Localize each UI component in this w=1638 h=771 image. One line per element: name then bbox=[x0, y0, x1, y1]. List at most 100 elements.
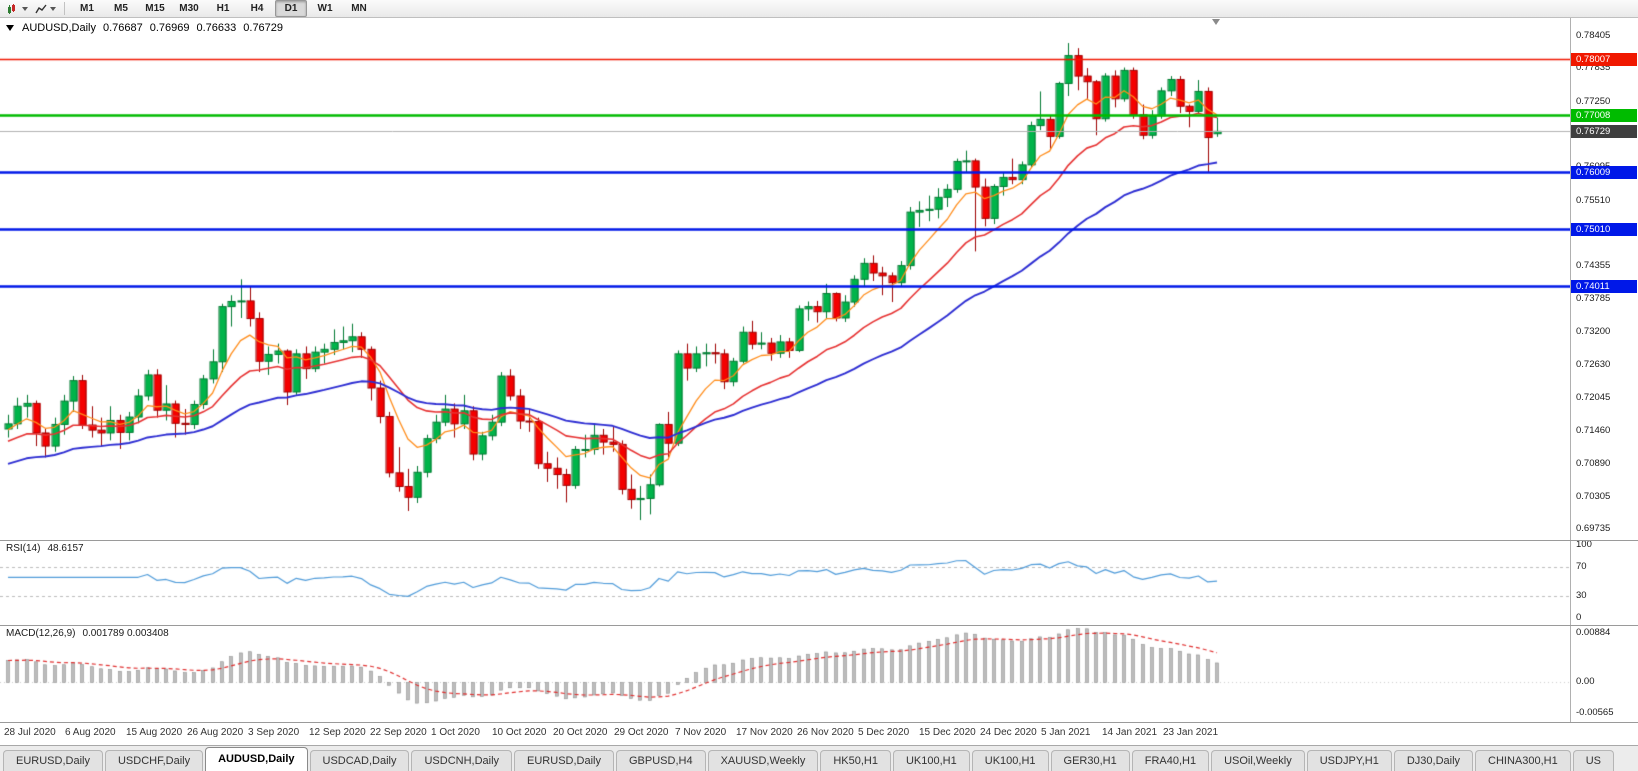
chart-tab-usdcad-daily[interactable]: USDCAD,Daily bbox=[309, 750, 410, 771]
pane-separator bbox=[0, 722, 1638, 723]
rsi-name: RSI(14) bbox=[6, 543, 41, 554]
date-tick-label: 29 Oct 2020 bbox=[614, 727, 669, 738]
chart-tab-dj30-daily[interactable]: DJ30,Daily bbox=[1393, 750, 1474, 771]
pane-separator[interactable] bbox=[0, 625, 1638, 626]
support-line-1-price-flag[interactable]: 0.76009 bbox=[1571, 166, 1637, 180]
date-tick-label: 20 Oct 2020 bbox=[553, 727, 608, 738]
timeframe-button-m15[interactable]: M15 bbox=[145, 3, 165, 14]
rsi-tick-label: 100 bbox=[1576, 539, 1592, 550]
date-tick-label: 7 Nov 2020 bbox=[675, 727, 727, 738]
ohlc-low: 0.76633 bbox=[196, 22, 237, 34]
chart-tab-fra40-h1[interactable]: FRA40,H1 bbox=[1131, 750, 1210, 771]
chart-shift-marker-icon[interactable] bbox=[1212, 19, 1220, 25]
timeframe-button-m30[interactable]: M30 bbox=[179, 3, 199, 14]
timeframe-button-h1[interactable]: H1 bbox=[216, 3, 230, 14]
date-tick-label: 14 Jan 2021 bbox=[1102, 727, 1158, 738]
support-line-green-price-flag[interactable]: 0.77008 bbox=[1571, 109, 1637, 123]
ohlc-open: 0.76687 bbox=[102, 22, 143, 34]
symbol-header: AUDUSD,Daily 0.76687 0.76969 0.76633 0.7… bbox=[6, 22, 283, 34]
price-tick-label: 0.69735 bbox=[1576, 523, 1611, 535]
price-tick-label: 0.77835 bbox=[1576, 62, 1611, 74]
resistance-line-price-flag[interactable]: 0.78007 bbox=[1571, 52, 1637, 66]
date-tick-label: 12 Sep 2020 bbox=[309, 727, 366, 738]
date-tick-label: 6 Aug 2020 bbox=[65, 727, 116, 738]
rsi-indicator-canvas[interactable] bbox=[0, 540, 1570, 625]
date-tick-label: 17 Nov 2020 bbox=[736, 727, 793, 738]
date-tick-label: 10 Oct 2020 bbox=[492, 727, 547, 738]
bar-chart-type-icon[interactable] bbox=[3, 1, 22, 16]
price-tick-label: 0.78405 bbox=[1576, 29, 1611, 41]
chart-tab-uk100-h1[interactable]: UK100,H1 bbox=[892, 750, 970, 771]
ohlc-high: 0.76969 bbox=[149, 22, 190, 34]
rsi-tick-label: 0 bbox=[1576, 612, 1582, 623]
macd-pane-label: MACD(12,26,9) 0.001789 0.003408 bbox=[6, 628, 169, 639]
support-line-3-price-flag[interactable]: 0.74011 bbox=[1571, 280, 1637, 294]
timeframe-button-m1[interactable]: M1 bbox=[80, 3, 94, 14]
price-axis[interactable]: 0.784050.778350.772500.766800.760950.755… bbox=[1570, 18, 1638, 722]
chart-tab-xauusd-weekly[interactable]: XAUUSD,Weekly bbox=[707, 750, 819, 771]
date-tick-label: 1 Oct 2020 bbox=[431, 727, 480, 738]
macd-tick-label: 0.00884 bbox=[1576, 627, 1611, 638]
date-tick-label: 22 Sep 2020 bbox=[370, 727, 427, 738]
timeframe-button-m5[interactable]: M5 bbox=[114, 3, 128, 14]
support-line-2-price-flag[interactable]: 0.75010 bbox=[1571, 223, 1637, 237]
rsi-tick-label: 70 bbox=[1576, 560, 1587, 572]
chart-tab-hk50-h1[interactable]: HK50,H1 bbox=[820, 750, 891, 771]
price-tick-label: 0.77250 bbox=[1576, 95, 1611, 107]
toolbar-separator bbox=[64, 2, 65, 15]
collapse-triangle-icon[interactable] bbox=[6, 25, 14, 31]
symbol-title: AUDUSD,Daily bbox=[22, 22, 96, 34]
price-tick-label: 0.73785 bbox=[1576, 292, 1611, 304]
timeframe-button-w1[interactable]: W1 bbox=[317, 3, 333, 14]
date-tick-label: 26 Aug 2020 bbox=[187, 727, 244, 738]
timeframe-button-mn[interactable]: MN bbox=[351, 3, 367, 14]
current-price-flag[interactable]: 0.76729 bbox=[1571, 125, 1637, 139]
chart-tab-us[interactable]: US bbox=[1572, 750, 1615, 771]
date-tick-label: 3 Sep 2020 bbox=[248, 727, 300, 738]
date-tick-label: 15 Dec 2020 bbox=[919, 727, 976, 738]
line-chart-type-icon[interactable] bbox=[31, 1, 50, 16]
chart-tab-audusd-daily[interactable]: AUDUSD,Daily bbox=[205, 747, 308, 771]
date-axis[interactable]: 28 Jul 2020 6 Aug 2020 15 Aug 2020 26 Aug 2… bbox=[0, 722, 1570, 745]
price-tick-label: 0.75510 bbox=[1576, 194, 1611, 206]
macd-indicator-canvas[interactable] bbox=[0, 625, 1570, 722]
timeframe-toolbar: M1 M5 M15 M30 H1 H4 D1 W1 MN bbox=[0, 0, 1638, 18]
chevron-down-icon[interactable] bbox=[50, 6, 56, 11]
price-tick-label: 0.70305 bbox=[1576, 491, 1611, 503]
chart-tab-ger30-h1[interactable]: GER30,H1 bbox=[1050, 750, 1130, 771]
chart-tab-china300-h1[interactable]: CHINA300,H1 bbox=[1475, 750, 1571, 771]
price-tick-label: 0.74355 bbox=[1576, 260, 1611, 272]
rsi-tick-label: 30 bbox=[1576, 590, 1587, 602]
chart-tab-usdjpy-h1[interactable]: USDJPY,H1 bbox=[1306, 750, 1392, 771]
price-chart-canvas[interactable] bbox=[0, 18, 1570, 540]
macd-values: 0.001789 0.003408 bbox=[82, 628, 169, 639]
date-tick-label: 15 Aug 2020 bbox=[126, 727, 183, 738]
macd-tick-label: 0.00 bbox=[1576, 675, 1595, 687]
date-tick-label: 5 Jan 2021 bbox=[1041, 727, 1091, 738]
timeframe-button-d1[interactable]: D1 bbox=[275, 0, 307, 17]
timeframe-button-h4[interactable]: H4 bbox=[250, 3, 264, 14]
chart-tab-gbpusd-h4[interactable]: GBPUSD,H4 bbox=[616, 750, 706, 771]
chart-tab-eurusd-daily[interactable]: EURUSD,Daily bbox=[514, 750, 614, 771]
macd-tick-label: -0.00565 bbox=[1576, 707, 1614, 718]
ohlc-close: 0.76729 bbox=[243, 22, 284, 34]
price-tick-label: 0.72630 bbox=[1576, 358, 1611, 370]
date-tick-label: 23 Jan 2021 bbox=[1163, 727, 1219, 738]
chart-tab-usdchf-daily[interactable]: USDCHF,Daily bbox=[104, 750, 204, 771]
chart-tab-usdcnh-daily[interactable]: USDCNH,Daily bbox=[411, 750, 513, 771]
chart-tabbar: EURUSD,Daily USDCHF,Daily AUDUSD,Daily USDC… bbox=[0, 745, 1638, 771]
date-tick-label: 26 Nov 2020 bbox=[797, 727, 854, 738]
chevron-down-icon[interactable] bbox=[22, 6, 28, 11]
price-tick-label: 0.71460 bbox=[1576, 425, 1611, 437]
date-tick-label: 5 Dec 2020 bbox=[858, 727, 910, 738]
timeframe-button-group: M1 M5 M15 M30 H1 H4 D1 W1 MN bbox=[70, 0, 376, 17]
date-tick-label: 24 Dec 2020 bbox=[980, 727, 1037, 738]
macd-name: MACD(12,26,9) bbox=[6, 628, 76, 639]
date-tick-label: 28 Jul 2020 bbox=[4, 727, 56, 738]
rsi-pane-label: RSI(14) 48.6157 bbox=[6, 543, 84, 554]
pane-separator[interactable] bbox=[0, 540, 1638, 541]
chart-tab-usoil-weekly[interactable]: USOil,Weekly bbox=[1211, 750, 1305, 771]
chart-tab-uk100-h1[interactable]: UK100,H1 bbox=[971, 750, 1049, 771]
chart-tab-eurusd-daily[interactable]: EURUSD,Daily bbox=[3, 750, 103, 771]
